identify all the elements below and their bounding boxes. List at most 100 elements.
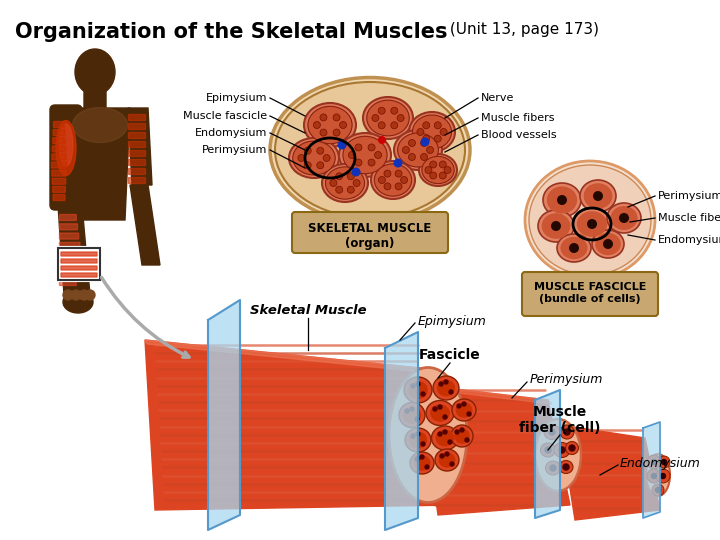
Circle shape (416, 382, 420, 386)
Polygon shape (385, 332, 418, 530)
FancyBboxPatch shape (53, 146, 66, 152)
Text: SKELETAL MUSCLE
(organ): SKELETAL MUSCLE (organ) (308, 222, 431, 250)
Ellipse shape (580, 180, 616, 212)
Text: MUSCLE FASCICLE
(bundle of cells): MUSCLE FASCICLE (bundle of cells) (534, 282, 646, 303)
Circle shape (465, 438, 469, 442)
Ellipse shape (405, 428, 431, 452)
FancyBboxPatch shape (52, 170, 66, 176)
Circle shape (397, 114, 404, 122)
Text: Muscle fascicle: Muscle fascicle (183, 111, 267, 121)
Circle shape (85, 290, 95, 300)
Ellipse shape (431, 426, 459, 450)
Ellipse shape (63, 291, 93, 313)
FancyBboxPatch shape (53, 138, 66, 144)
Text: Muscle
fiber (cell): Muscle fiber (cell) (519, 405, 600, 435)
Ellipse shape (541, 443, 556, 457)
Circle shape (462, 402, 466, 406)
Text: Endomysium: Endomysium (620, 456, 701, 469)
Ellipse shape (560, 237, 588, 259)
Ellipse shape (409, 112, 455, 152)
Ellipse shape (454, 428, 469, 444)
Circle shape (63, 290, 73, 300)
Text: Perimysium: Perimysium (530, 374, 603, 387)
Circle shape (652, 460, 657, 464)
Circle shape (353, 179, 360, 186)
Circle shape (421, 392, 425, 396)
Circle shape (655, 488, 660, 492)
Ellipse shape (410, 452, 434, 474)
Ellipse shape (611, 206, 638, 230)
Circle shape (368, 159, 375, 166)
Circle shape (423, 122, 430, 129)
Circle shape (433, 407, 437, 411)
Ellipse shape (422, 157, 454, 184)
FancyBboxPatch shape (128, 141, 145, 147)
Circle shape (348, 152, 356, 159)
Ellipse shape (404, 377, 432, 403)
Ellipse shape (59, 124, 73, 166)
Circle shape (395, 183, 402, 190)
Ellipse shape (419, 154, 457, 186)
Circle shape (384, 170, 391, 177)
Ellipse shape (595, 233, 621, 255)
Circle shape (619, 213, 629, 223)
FancyBboxPatch shape (60, 261, 78, 267)
Polygon shape (128, 108, 152, 185)
Circle shape (317, 147, 324, 154)
Circle shape (444, 166, 451, 173)
Ellipse shape (343, 136, 387, 174)
Text: Fascicle: Fascicle (419, 348, 481, 362)
Ellipse shape (409, 431, 427, 448)
FancyBboxPatch shape (84, 90, 106, 112)
FancyBboxPatch shape (53, 130, 65, 136)
Circle shape (313, 122, 320, 129)
FancyBboxPatch shape (53, 194, 65, 200)
Circle shape (333, 114, 340, 121)
FancyBboxPatch shape (53, 178, 66, 184)
FancyBboxPatch shape (60, 280, 76, 286)
FancyBboxPatch shape (60, 224, 78, 230)
Circle shape (550, 465, 556, 471)
Circle shape (438, 405, 442, 409)
Ellipse shape (584, 183, 613, 209)
Circle shape (467, 412, 471, 416)
Text: Endomysium: Endomysium (658, 235, 720, 245)
Polygon shape (68, 108, 130, 220)
FancyBboxPatch shape (128, 159, 145, 165)
Ellipse shape (399, 402, 425, 428)
Ellipse shape (546, 186, 577, 214)
Circle shape (347, 173, 354, 180)
Circle shape (330, 179, 337, 186)
Circle shape (378, 122, 385, 129)
Circle shape (417, 129, 424, 136)
Circle shape (408, 153, 415, 160)
Circle shape (587, 219, 597, 229)
Ellipse shape (408, 381, 428, 399)
FancyBboxPatch shape (128, 178, 145, 184)
Circle shape (333, 129, 340, 136)
Polygon shape (145, 340, 422, 372)
Circle shape (658, 456, 670, 468)
Circle shape (420, 139, 428, 146)
Ellipse shape (436, 430, 454, 447)
Circle shape (438, 432, 442, 436)
Ellipse shape (75, 49, 115, 95)
Circle shape (420, 138, 430, 146)
Circle shape (411, 434, 415, 438)
Ellipse shape (565, 442, 578, 455)
Circle shape (425, 465, 429, 469)
Polygon shape (130, 185, 160, 265)
FancyBboxPatch shape (60, 270, 78, 276)
Text: Perimysium: Perimysium (202, 145, 267, 155)
FancyBboxPatch shape (292, 212, 448, 253)
FancyBboxPatch shape (128, 114, 145, 120)
Text: Perimysium: Perimysium (658, 191, 720, 201)
Ellipse shape (544, 424, 560, 440)
Ellipse shape (538, 210, 574, 242)
FancyBboxPatch shape (53, 122, 65, 127)
Circle shape (336, 173, 343, 180)
Polygon shape (420, 385, 570, 515)
Ellipse shape (403, 406, 421, 424)
Circle shape (434, 135, 441, 142)
Circle shape (336, 186, 343, 193)
